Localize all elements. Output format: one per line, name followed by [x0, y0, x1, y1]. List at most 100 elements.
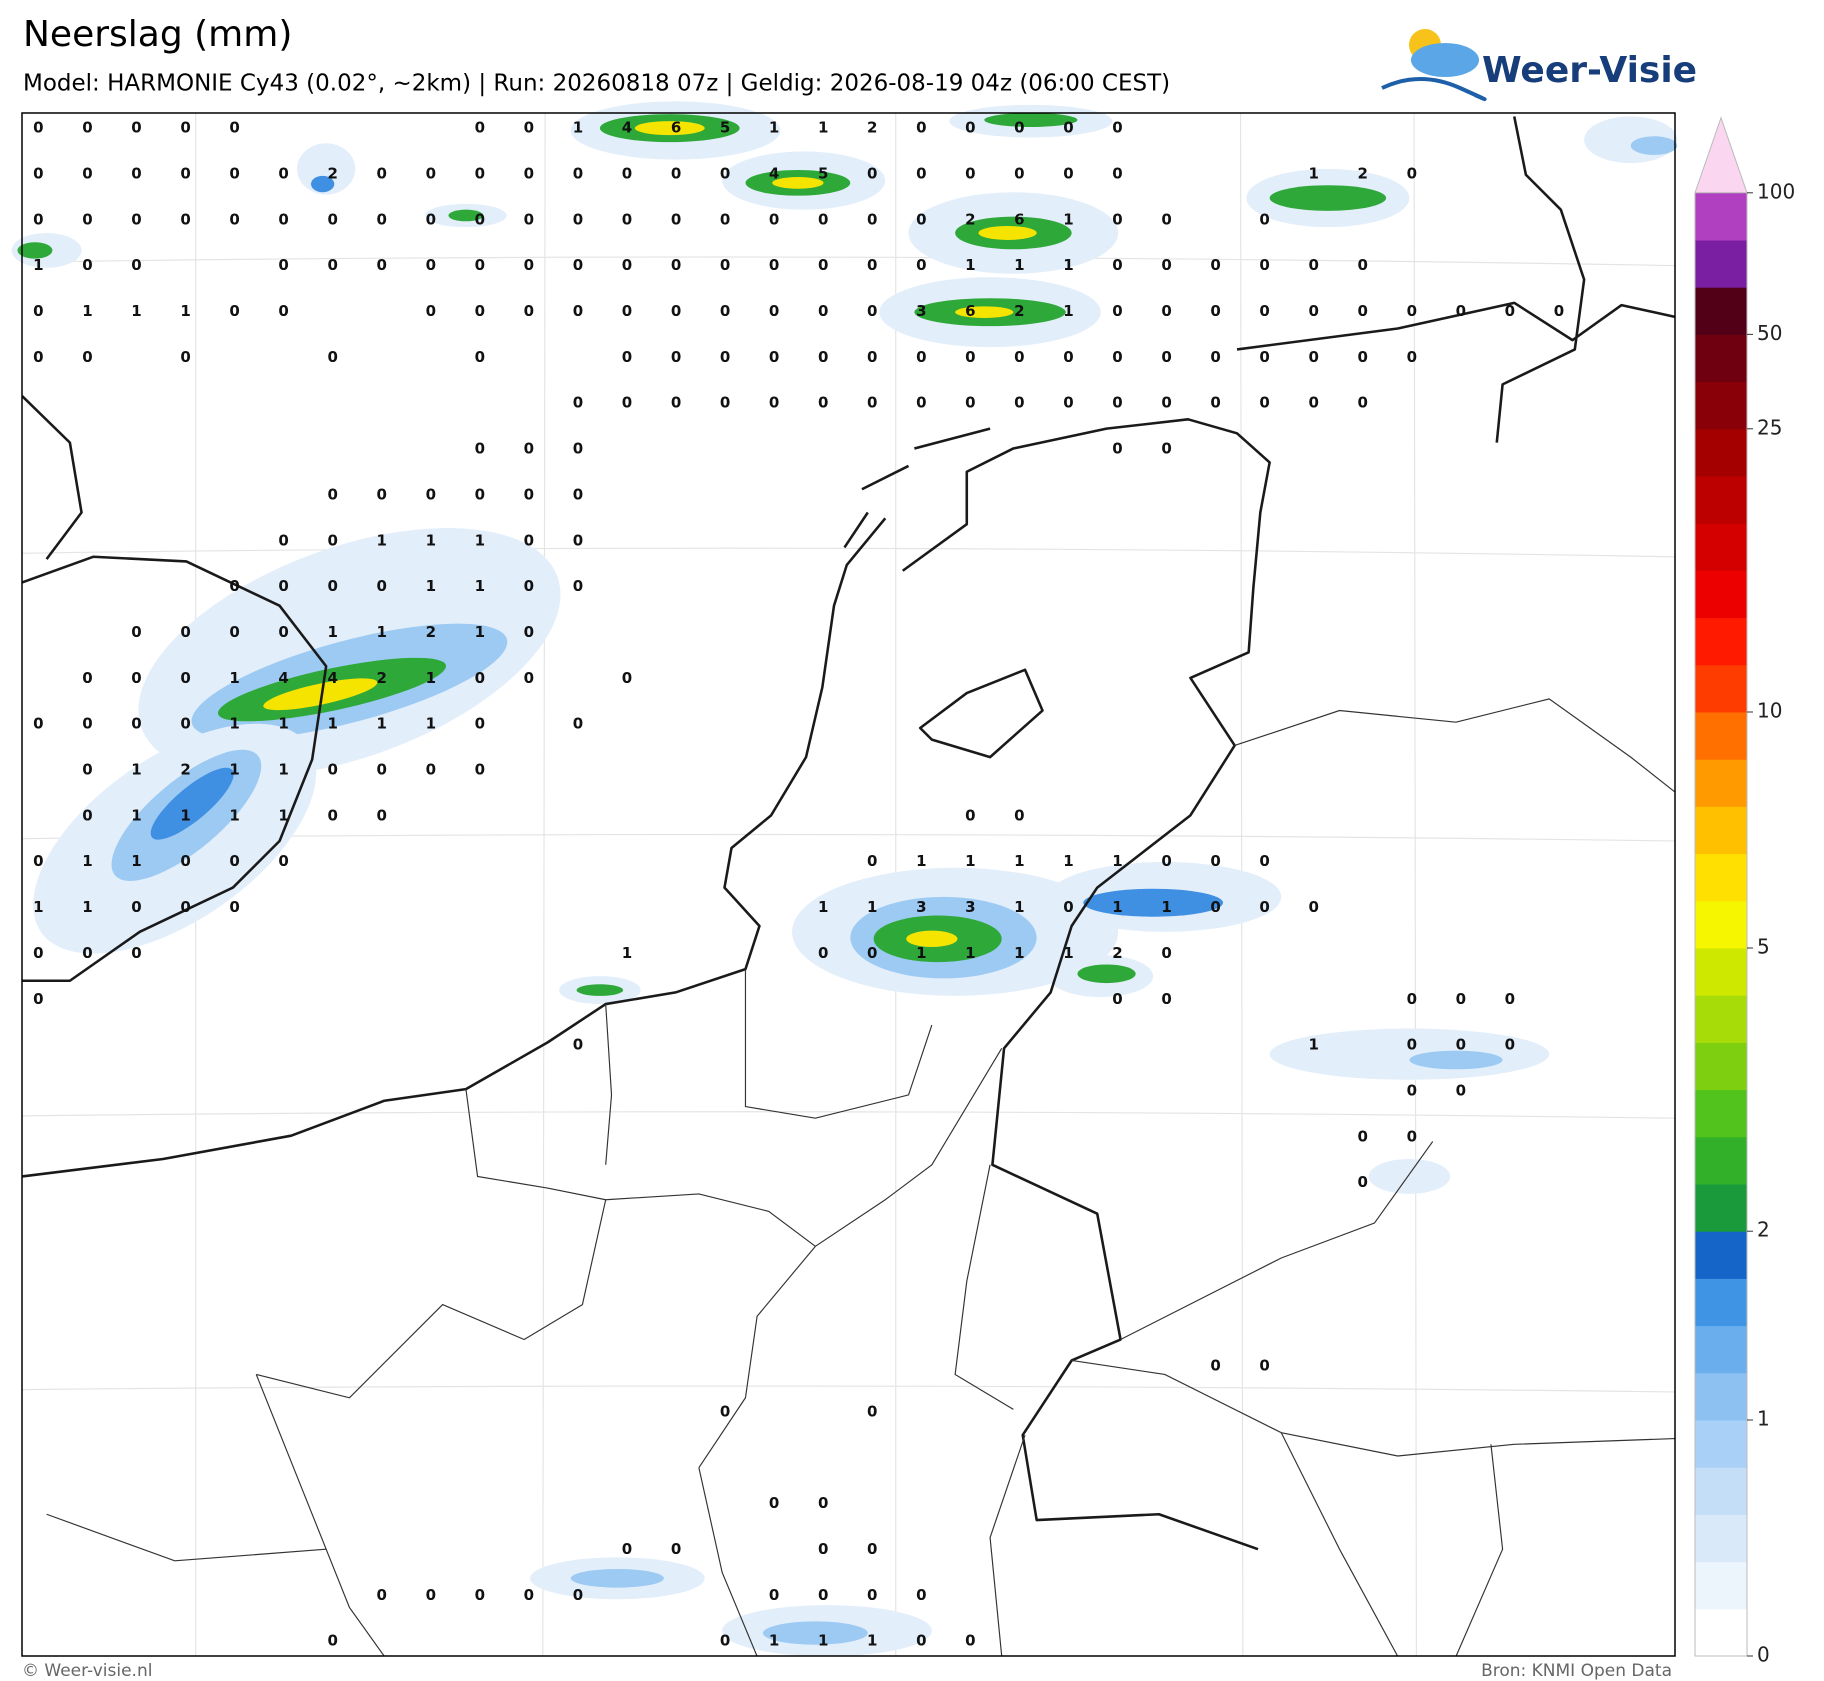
grid-value: 0	[180, 210, 190, 228]
grid-value: 0	[278, 256, 288, 274]
grid-value: 0	[131, 164, 141, 182]
grid-value: 0	[1505, 302, 1515, 320]
grid-value: 0	[916, 1632, 926, 1650]
grid-value: 0	[278, 577, 288, 595]
grid-value: 0	[131, 210, 141, 228]
grid-value: 0	[965, 164, 975, 182]
grid-value: 0	[1259, 394, 1269, 412]
grid-value: 1	[818, 898, 828, 916]
grid-value: 0	[377, 1586, 387, 1604]
grid-value: 0	[769, 1586, 779, 1604]
grid-value: 0	[229, 119, 239, 137]
grid-value: 1	[377, 623, 387, 641]
grid-value: 0	[82, 715, 92, 733]
grid-value: 4	[769, 164, 779, 182]
grid-value: 1	[965, 852, 975, 870]
grid-value: 0	[426, 210, 436, 228]
colorbar-segment	[1695, 287, 1747, 335]
grid-value: 1	[1063, 852, 1073, 870]
colorbar-tick-label: 25	[1757, 415, 1782, 439]
grid-value: 0	[475, 164, 485, 182]
grid-value: 1	[229, 761, 239, 779]
grid-value: 0	[1210, 898, 1220, 916]
grid-value: 0	[965, 348, 975, 366]
grid-value: 0	[327, 348, 337, 366]
grid-value: 0	[82, 210, 92, 228]
colorbar-segment	[1695, 948, 1747, 996]
grid-value: 0	[180, 623, 190, 641]
grid-value: 0	[573, 302, 583, 320]
grid-value: 1	[327, 715, 337, 733]
grid-value: 0	[720, 302, 730, 320]
grid-value: 0	[1161, 256, 1171, 274]
grid-value: 0	[965, 394, 975, 412]
grid-value: 0	[867, 302, 877, 320]
grid-value: 1	[229, 715, 239, 733]
colorbar-segment	[1695, 1089, 1747, 1138]
grid-value: 0	[327, 256, 337, 274]
grid-value: 0	[1407, 348, 1417, 366]
grid-value: 0	[1505, 990, 1515, 1008]
grid-value: 6	[671, 119, 681, 137]
grid-value: 0	[818, 1494, 828, 1512]
grid-value: 6	[965, 302, 975, 320]
grid-value: 0	[278, 302, 288, 320]
grid-value: 1	[1014, 256, 1024, 274]
grid-value: 2	[1014, 302, 1024, 320]
colorbar-segment	[1695, 900, 1747, 949]
grid-value: 0	[1063, 898, 1073, 916]
grid-value: 0	[180, 669, 190, 687]
colorbar-segment	[1695, 570, 1747, 619]
colorbar-tick-label: 50	[1757, 321, 1782, 345]
grid-value: 0	[82, 164, 92, 182]
grid-value: 0	[1112, 440, 1122, 458]
grid-value: 1	[475, 623, 485, 641]
grid-value: 0	[180, 164, 190, 182]
grid-value: 0	[573, 485, 583, 503]
grid-value: 0	[180, 348, 190, 366]
grid-value: 3	[965, 898, 975, 916]
grid-value: 0	[867, 210, 877, 228]
grid-value: 0	[916, 1586, 926, 1604]
grid-value: 0	[475, 302, 485, 320]
grid-value: 0	[1112, 302, 1122, 320]
grid-value: 0	[33, 302, 43, 320]
grid-value: 0	[1407, 1081, 1417, 1099]
grid-value: 0	[327, 485, 337, 503]
grid-value: 2	[327, 164, 337, 182]
grid-value: 0	[524, 669, 534, 687]
grid-value: 1	[278, 806, 288, 824]
grid-value: 0	[1161, 302, 1171, 320]
grid-value: 0	[1407, 164, 1417, 182]
grid-value: 0	[769, 256, 779, 274]
grid-value: 0	[426, 302, 436, 320]
colorbar-segment	[1695, 853, 1747, 902]
grid-value: 1	[916, 944, 926, 962]
grid-value: 1	[131, 852, 141, 870]
grid-value: 1	[131, 806, 141, 824]
grid-value: 0	[1014, 806, 1024, 824]
grid-value: 0	[327, 210, 337, 228]
grid-value: 0	[1259, 348, 1269, 366]
grid-value: 0	[82, 669, 92, 687]
grid-value: 1	[278, 715, 288, 733]
grid-value: 0	[1210, 256, 1220, 274]
grid-value: 1	[475, 577, 485, 595]
grid-value: 0	[1161, 394, 1171, 412]
grid-value: 0	[1112, 990, 1122, 1008]
grid-value: 0	[278, 852, 288, 870]
grid-value: 0	[229, 898, 239, 916]
colorbar-tick-label: 2	[1757, 1218, 1770, 1242]
grid-value: 0	[1210, 394, 1220, 412]
grid-value: 0	[1358, 394, 1368, 412]
grid-value: 0	[524, 485, 534, 503]
grid-value: 0	[180, 898, 190, 916]
grid-value: 1	[82, 898, 92, 916]
grid-value: 6	[1014, 210, 1024, 228]
grid-value: 0	[1112, 210, 1122, 228]
grid-value: 0	[622, 164, 632, 182]
grid-value: 0	[867, 852, 877, 870]
grid-value: 0	[426, 1586, 436, 1604]
grid-value: 0	[1063, 348, 1073, 366]
grid-value: 0	[1456, 1081, 1466, 1099]
